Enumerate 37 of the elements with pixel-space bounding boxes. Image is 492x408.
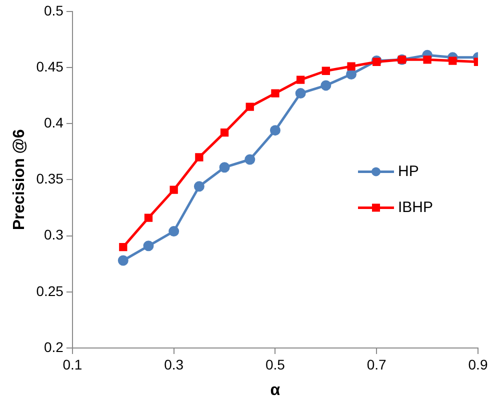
point [423,56,432,64]
x-tick-label: 0.1 [62,356,82,372]
x-tick-label: 0.3 [164,356,184,372]
point [322,66,330,75]
point [143,240,154,252]
point [118,255,128,266]
point [271,89,280,98]
point [347,62,356,70]
y-tick-label: 0.4 [44,114,64,130]
y-tick-label: 0.25 [36,282,64,299]
y-tick-label: 0.35 [36,170,64,187]
point [448,56,457,65]
point [244,154,256,165]
y-tick-label: 0.5 [44,2,64,18]
y-tick-label: 0.3 [44,226,64,243]
point [195,153,204,162]
point [119,242,128,252]
legend-label: IBHP [398,198,434,216]
point [220,128,229,137]
y-tick-label: 0.45 [36,58,64,74]
point [270,125,280,136]
x-tick-label: 0.9 [468,356,488,372]
point [246,102,254,111]
point [144,214,153,222]
point [168,226,180,237]
y-tick-label: 0.2 [44,338,64,355]
y-axis-title: Precision @6 [11,129,28,230]
point [170,186,178,194]
x-axis-title: α [270,382,280,399]
point [219,162,230,173]
point [296,76,305,84]
point [320,80,332,91]
legend-label: HP [398,162,419,180]
x-tick-label: 0.7 [366,356,387,372]
point [295,88,306,99]
x-tick-label: 0.5 [265,356,286,372]
point [194,181,204,192]
